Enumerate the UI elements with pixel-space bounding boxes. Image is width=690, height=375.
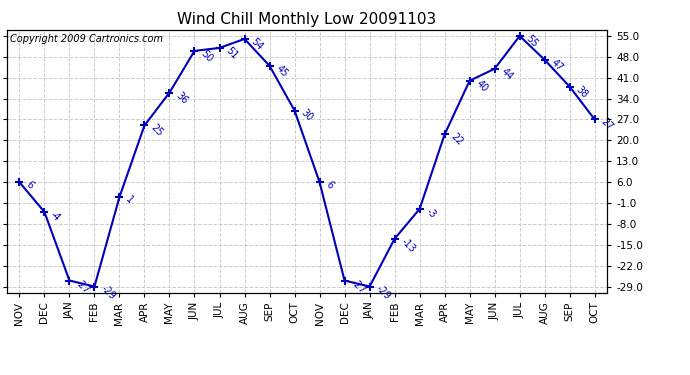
Text: 38: 38	[574, 84, 589, 100]
Text: -4: -4	[48, 209, 63, 223]
Text: 45: 45	[274, 63, 290, 79]
Text: 55: 55	[524, 33, 540, 49]
Text: 36: 36	[174, 90, 189, 106]
Text: -29: -29	[374, 284, 392, 302]
Text: 1: 1	[124, 194, 135, 206]
Text: 47: 47	[549, 57, 564, 73]
Text: -29: -29	[99, 284, 117, 302]
Text: -27: -27	[348, 278, 367, 296]
Text: 6: 6	[324, 179, 335, 191]
Text: 40: 40	[474, 78, 489, 94]
Text: 54: 54	[248, 36, 264, 52]
Text: 27: 27	[599, 117, 615, 133]
Text: 6: 6	[23, 179, 35, 191]
Text: 44: 44	[499, 66, 515, 82]
Text: -3: -3	[424, 206, 437, 220]
Text: Copyright 2009 Cartronics.com: Copyright 2009 Cartronics.com	[10, 34, 163, 44]
Text: -27: -27	[74, 278, 92, 296]
Text: 51: 51	[224, 45, 239, 61]
Text: 30: 30	[299, 108, 315, 123]
Text: 50: 50	[199, 48, 215, 64]
Title: Wind Chill Monthly Low 20091103: Wind Chill Monthly Low 20091103	[177, 12, 437, 27]
Text: -13: -13	[399, 236, 417, 254]
Text: 22: 22	[448, 132, 464, 147]
Text: 25: 25	[148, 123, 164, 139]
